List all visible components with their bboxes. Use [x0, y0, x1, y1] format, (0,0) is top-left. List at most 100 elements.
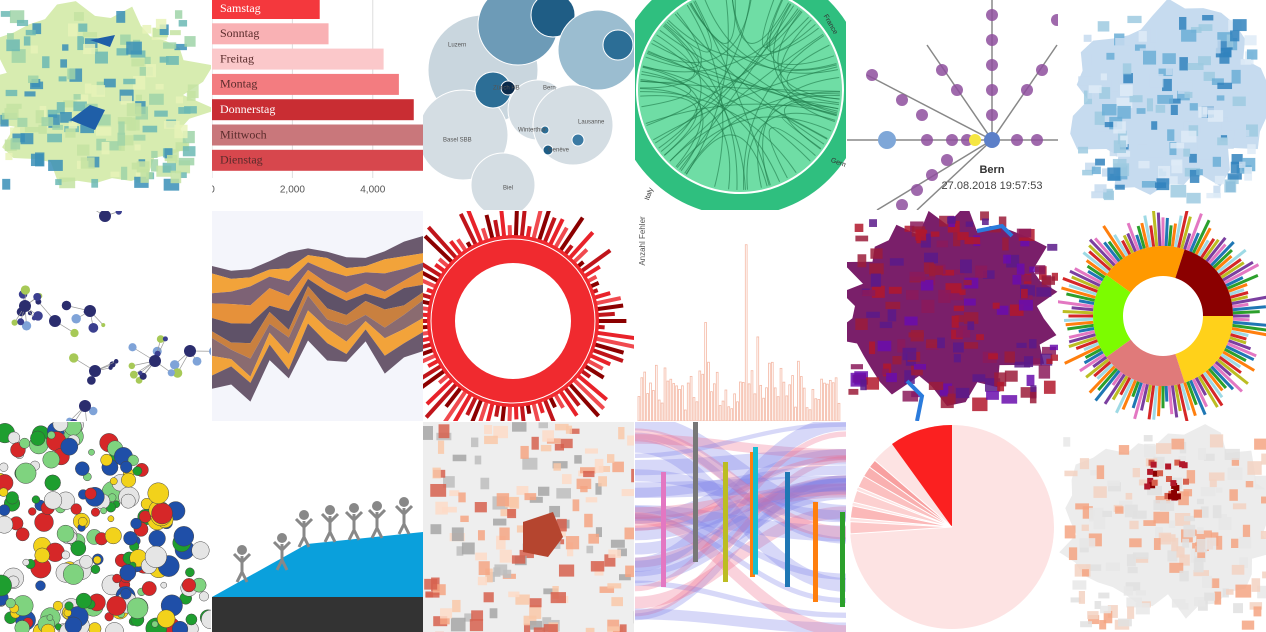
map-region [477, 576, 488, 586]
map-region [1244, 35, 1257, 46]
map-region [503, 569, 512, 579]
map-region [496, 535, 506, 550]
map-region [489, 608, 498, 619]
map-region [965, 221, 973, 227]
map-region [956, 325, 971, 338]
map-region [599, 586, 615, 593]
map-region [870, 248, 883, 259]
map-region [902, 390, 919, 402]
map-region [515, 594, 530, 605]
map-region [35, 152, 45, 167]
map-region [1231, 564, 1245, 575]
map-region [1171, 598, 1186, 608]
sunburst-ray [563, 244, 574, 256]
map-region [474, 455, 482, 465]
packed-circle [77, 516, 88, 527]
map-region [1251, 578, 1261, 592]
map-region [586, 545, 594, 554]
sunburst-ray [1230, 291, 1249, 299]
map-region [881, 368, 889, 375]
map-region [902, 347, 917, 361]
packed-circle [44, 474, 61, 491]
map-region [1132, 510, 1147, 519]
sankey-flow [635, 456, 846, 617]
map-region [494, 564, 508, 576]
sunburst-ray [423, 369, 446, 389]
sunburst-ray [1194, 376, 1207, 396]
sankey-node [693, 422, 698, 562]
map-region [1129, 520, 1139, 530]
sunburst-ray [1180, 216, 1192, 249]
sunburst-ray [443, 390, 468, 421]
histogram-bar [785, 395, 789, 421]
map-region [1187, 63, 1204, 70]
map-region [1137, 144, 1149, 150]
map-region [150, 159, 159, 172]
bar [212, 73, 399, 95]
map-region [1165, 475, 1172, 482]
bubble-label: Bern [543, 86, 556, 92]
map-region [1064, 525, 1076, 539]
sunburst-tile [423, 211, 634, 421]
sunburst-ray [1192, 378, 1209, 408]
map-region [1164, 492, 1171, 499]
map-region [1093, 516, 1106, 530]
map-region [1178, 491, 1189, 506]
sunburst-ray [1097, 367, 1119, 391]
sunburst-ray [553, 226, 569, 249]
sunburst-ray [1223, 347, 1247, 362]
sunburst-ray [1218, 258, 1242, 277]
map-region [909, 271, 926, 282]
map-region [169, 30, 181, 36]
packed-circle [126, 597, 149, 619]
sunburst-ray [484, 214, 495, 240]
map-region [1183, 148, 1191, 157]
bubble [602, 29, 634, 61]
map-region [556, 488, 571, 499]
map-region [524, 493, 537, 501]
map-region [1078, 146, 1089, 154]
map-region [860, 379, 867, 391]
map-region [77, 144, 90, 156]
map-region [149, 93, 164, 105]
map-region [464, 613, 473, 622]
map-region [83, 43, 96, 55]
map-region [1234, 129, 1250, 137]
sunburst-ray [589, 281, 600, 289]
map-region [1196, 527, 1204, 534]
sunburst-ray [478, 401, 489, 421]
map-region [38, 124, 47, 134]
sunburst-ray [595, 296, 622, 306]
packed-circle [191, 541, 210, 560]
stream-band [212, 269, 423, 324]
station [896, 94, 908, 106]
map-region [1035, 265, 1046, 275]
map-region [1124, 504, 1138, 518]
map-region [1099, 620, 1107, 630]
map-region [1147, 143, 1164, 158]
map-region [1085, 564, 1102, 571]
map-region [866, 311, 880, 318]
map-region [484, 435, 498, 445]
map-region [23, 36, 31, 46]
map-region [954, 269, 965, 275]
map-region [136, 161, 150, 173]
sunburst-ray [507, 405, 513, 421]
map-region [1198, 448, 1207, 460]
map-region [0, 114, 9, 127]
chord [640, 80, 840, 92]
sunburst-ray [1197, 375, 1219, 408]
sunburst-ray [1216, 358, 1249, 385]
map-region [450, 617, 466, 632]
map-region [145, 172, 153, 179]
map-region [1170, 480, 1177, 487]
map-region [1040, 353, 1053, 366]
station [921, 134, 933, 146]
map-region [1202, 575, 1213, 588]
packed-circle [30, 430, 46, 446]
sunburst-ray [1164, 385, 1169, 402]
map-region [1153, 456, 1165, 469]
map-region [595, 527, 602, 538]
histogram-bar [788, 384, 792, 421]
